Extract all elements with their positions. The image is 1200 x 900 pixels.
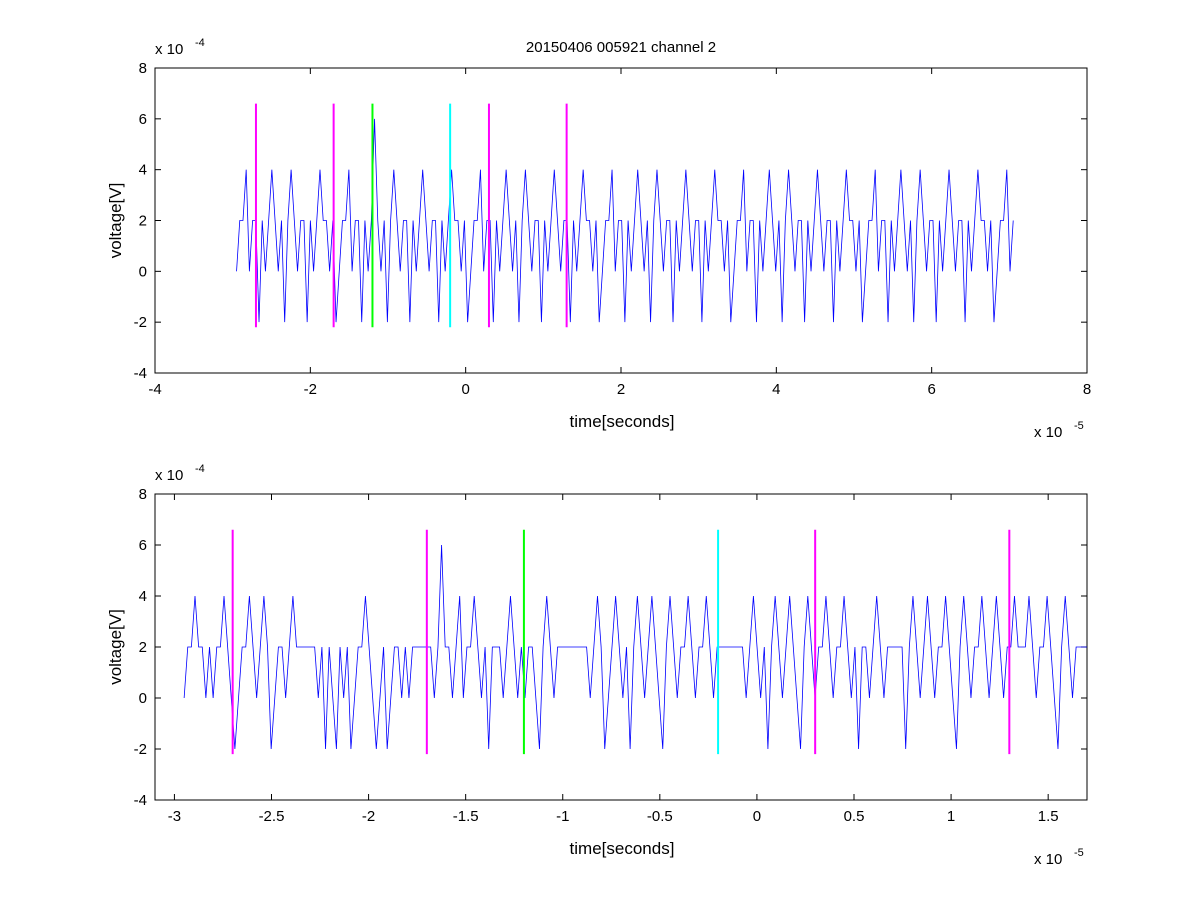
x-tick-label: 2 xyxy=(617,381,625,398)
x-exponent-power: -5 xyxy=(1074,847,1084,859)
x-exponent-label: x 10 xyxy=(1034,851,1062,868)
x-tick-label: 6 xyxy=(927,381,935,398)
y-tick-label: 0 xyxy=(139,690,147,707)
x-tick-label: -2 xyxy=(362,808,375,825)
y-exponent-label: x 10 xyxy=(155,41,183,58)
x-exponent-power: -5 xyxy=(1074,420,1084,432)
y-tick-label: 8 xyxy=(139,486,147,503)
figure-title: 20150406 005921 channel 2 xyxy=(526,39,716,56)
y-tick-label: 6 xyxy=(139,537,147,554)
y-exponent-power: -4 xyxy=(195,463,205,475)
y-tick-label: -2 xyxy=(134,741,147,758)
x-tick-label: -4 xyxy=(148,381,161,398)
x-tick-label: -1 xyxy=(556,808,569,825)
y-exponent-label: x 10 xyxy=(155,467,183,484)
signal-series-line xyxy=(236,118,1014,323)
y-tick-label: 2 xyxy=(139,639,147,656)
y-tick-label: 6 xyxy=(139,111,147,128)
x-tick-label: 0 xyxy=(753,808,761,825)
bottom-plot: -3 -2.5 -2 -1.5 -1 -0.5 0 0.5 1 1.5 -4 -2 0 2 4 6 8 time[… xyxy=(106,463,1088,868)
x-tick-label: 1 xyxy=(947,808,955,825)
x-tick-label: 4 xyxy=(772,381,780,398)
x-tick-label: 0 xyxy=(461,381,469,398)
y-exponent-power: -4 xyxy=(195,37,205,49)
x-tick-label: -1.5 xyxy=(453,808,479,825)
x-axis-label: time[seconds] xyxy=(570,839,675,858)
x-axis-label: time[seconds] xyxy=(570,412,675,431)
y-tick-label: -4 xyxy=(134,792,147,809)
x-exponent-label: x 10 xyxy=(1034,424,1062,441)
y-tick-label: 0 xyxy=(139,263,147,280)
y-tick-label: -4 xyxy=(134,365,147,382)
x-tick-label: -2 xyxy=(304,381,317,398)
y-axis-label: voltage[V] xyxy=(106,183,125,259)
y-tick-label: 2 xyxy=(139,213,147,230)
x-tick-label: 1.5 xyxy=(1038,808,1059,825)
y-tick-label: 4 xyxy=(139,588,147,605)
top-plot: -4 -2 0 2 4 6 8 -4 -2 0 2 4 6 8 time[seconds] voltage[V… xyxy=(106,37,1091,441)
y-tick-label: 8 xyxy=(139,60,147,77)
y-tick-label: -2 xyxy=(134,314,147,331)
signal-series-line xyxy=(183,544,1087,750)
y-tick-label: 4 xyxy=(139,162,147,179)
x-tick-label: 8 xyxy=(1083,381,1091,398)
x-tick-label: -0.5 xyxy=(647,808,673,825)
x-tick-label: 0.5 xyxy=(844,808,865,825)
y-axis-label: voltage[V] xyxy=(106,609,125,685)
x-tick-label: -3 xyxy=(168,808,181,825)
x-tick-label: -2.5 xyxy=(259,808,285,825)
